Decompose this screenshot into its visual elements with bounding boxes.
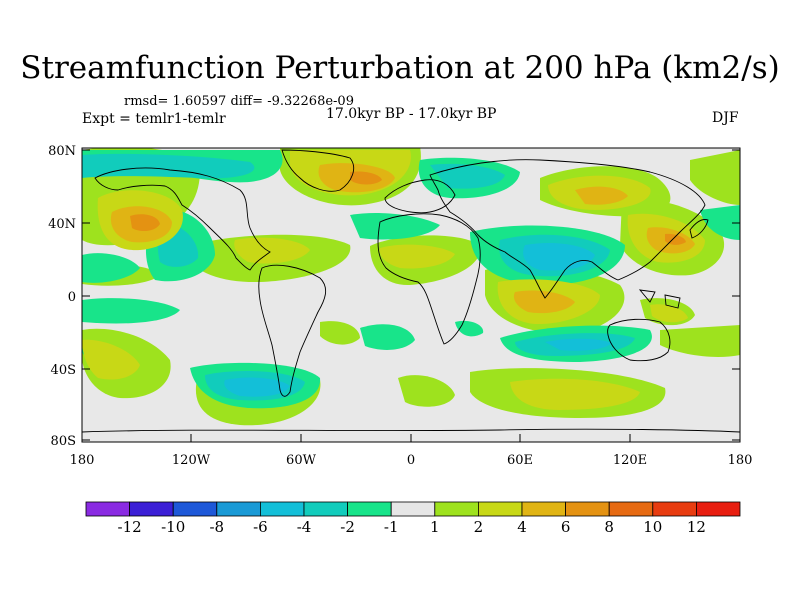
colorbar-swatch <box>565 501 610 517</box>
lat-label-80s: 80S <box>51 434 76 449</box>
colorbar-swatch <box>347 501 392 517</box>
colorbar-swatch <box>259 501 305 517</box>
lon-label-180w: 180 <box>70 453 95 468</box>
colorbar-label: -2 <box>340 518 355 536</box>
colorbar-label: -4 <box>297 518 312 536</box>
lat-label-40s: 40S <box>51 363 76 378</box>
lon-labels: 180 120W 60W 0 60E 120E 180 <box>70 453 753 468</box>
lat-label-0: 0 <box>68 290 76 305</box>
negative-4-6-regions <box>224 243 612 397</box>
colorbar-swatch <box>85 501 130 517</box>
colorbar-swatch <box>303 501 348 517</box>
colorbar <box>85 501 741 517</box>
colorbar-labels: -12 -10 -8 -6 -4 -2 -1 1 2 4 6 8 10 12 <box>118 518 706 536</box>
colorbar-swatch <box>652 501 697 517</box>
colorbar-swatch <box>216 501 261 517</box>
lat-label-80n: 80N <box>48 144 76 159</box>
stats-text: rmsd= 1.60597 diff= -9.32268e-09 <box>124 94 354 109</box>
lon-label-120e: 120E <box>613 453 647 468</box>
lon-label-60w: 60W <box>286 453 317 468</box>
experiment-label: Expt = temlr1-temlr <box>82 111 226 127</box>
colorbar-label: -1 <box>384 518 399 536</box>
colorbar-swatch <box>477 501 523 517</box>
colorbar-label: 2 <box>474 518 484 536</box>
map-title: Streamfunction Perturbation at 200 hPa (… <box>20 50 780 86</box>
period-label: 17.0kyr BP - 17.0kyr BP <box>326 106 497 122</box>
colorbar-swatch <box>129 501 174 517</box>
lat-labels: 80N 40N 0 40S 80S <box>48 144 76 449</box>
season-label: DJF <box>712 110 739 126</box>
colorbar-label: 12 <box>687 518 706 536</box>
colorbar-swatch <box>521 501 566 517</box>
coastlines <box>82 149 740 433</box>
colorbar-label: 10 <box>643 518 662 536</box>
colorbar-swatch <box>696 501 741 517</box>
colorbar-label: 6 <box>561 518 571 536</box>
lon-ticks <box>81 434 741 442</box>
colorbar-swatch <box>608 501 654 517</box>
lon-label-180e: 180 <box>728 453 753 468</box>
colorbar-label: -6 <box>253 518 268 536</box>
colorbar-swatch <box>390 501 436 517</box>
contour-fields <box>82 148 740 433</box>
colorbar-label: -10 <box>161 518 185 536</box>
lat-ticks <box>82 149 740 441</box>
colorbar-label: 4 <box>517 518 527 536</box>
colorbar-label: 8 <box>604 518 614 536</box>
lat-label-40n: 40N <box>48 217 76 232</box>
lon-label-0: 0 <box>407 453 415 468</box>
lon-label-60e: 60E <box>507 453 533 468</box>
lon-label-120w: 120W <box>172 453 211 468</box>
colorbar-swatch <box>172 501 218 517</box>
colorbar-label: 1 <box>430 518 440 536</box>
colorbar-swatch <box>434 501 479 517</box>
colorbar-label: -12 <box>118 518 142 536</box>
colorbar-label: -8 <box>209 518 224 536</box>
